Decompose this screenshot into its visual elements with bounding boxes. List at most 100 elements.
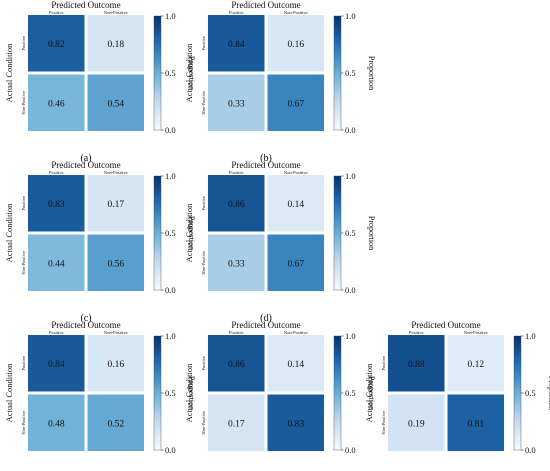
y-axis-title: Actual Condition [4, 203, 14, 263]
cell-value-label: 0.56 [107, 259, 124, 269]
row-label: Non-Positive [21, 411, 26, 435]
cell-value-label: 0.48 [48, 419, 65, 429]
cell-value-label: 0.14 [287, 360, 304, 370]
column-label: Positive [229, 170, 244, 175]
heatmap-cell [208, 234, 265, 291]
cell-value-label: 0.17 [228, 419, 245, 429]
cell-value-label: 0.52 [107, 419, 124, 429]
colorbar-tick-label: 0.5 [345, 388, 356, 398]
colorbar-tick-label: 1.0 [165, 331, 176, 341]
heatmap-cell [267, 234, 324, 291]
colorbar-tick-label: 0.0 [525, 445, 536, 455]
heatmap-cell [447, 394, 504, 451]
y-axis-title: Actual Condition [184, 363, 194, 423]
heatmap-cell [388, 394, 445, 451]
heatmap-cell [87, 175, 144, 232]
cell-value-label: 0.18 [107, 40, 124, 50]
colorbar [153, 175, 162, 291]
colorbar [333, 15, 342, 131]
cell-value-label: 0.67 [287, 99, 304, 109]
colorbar-tick-label: 1.0 [345, 11, 356, 21]
column-label: Positive [49, 170, 64, 175]
panel-label: (c) [80, 313, 91, 324]
cell-value-label: 0.16 [287, 40, 304, 50]
panel-title: Predicted Outcome [231, 160, 300, 170]
colorbar-label: Proportion [187, 216, 196, 250]
heatmap-cell [208, 394, 265, 451]
column-label: Positive [229, 10, 244, 15]
column-label: Non-Positive [284, 10, 308, 15]
y-axis-title: Actual Condition [184, 43, 194, 103]
cell-value-label: 0.84 [228, 40, 245, 50]
heatmap-cell [208, 15, 265, 72]
heatmap-cell [28, 175, 85, 232]
heatmap-cell [388, 335, 445, 392]
cell-value-label: 0.46 [48, 99, 65, 109]
column-label: Positive [229, 330, 244, 335]
y-axis-title: Actual Condition [364, 363, 374, 423]
cell-value-label: 0.12 [467, 360, 484, 370]
column-label: Non-Positive [104, 330, 128, 335]
panel-6: Predicted Outcome Positive Non-Positive Act… [364, 320, 550, 455]
colorbar-label: Proportion [547, 376, 550, 410]
colorbar-tick-label: 0.5 [525, 388, 536, 398]
colorbar [513, 335, 522, 451]
row-label: Positive [381, 356, 386, 371]
colorbar-tick-label: 0.0 [345, 125, 356, 135]
row-label: Positive [21, 196, 26, 211]
heatmap-cell [87, 15, 144, 72]
cell-value-label: 0.67 [287, 259, 304, 269]
colorbar-tick-label: 0.5 [165, 68, 176, 78]
heatmap-cell [267, 15, 324, 72]
colorbar-tick-label: 0.5 [165, 388, 176, 398]
column-label: Non-Positive [464, 330, 488, 335]
colorbar-label: Proportion [367, 56, 376, 90]
colorbar-tick-label: 0.0 [345, 445, 356, 455]
cell-value-label: 0.33 [228, 99, 245, 109]
row-label: Non-Positive [201, 411, 206, 435]
cell-value-label: 0.83 [48, 200, 65, 210]
colorbar-label: Proportion [187, 56, 196, 90]
cell-value-label: 0.17 [107, 200, 124, 210]
row-label: Positive [21, 356, 26, 371]
heatmap-cell [28, 335, 85, 392]
heatmap-cell [447, 335, 504, 392]
y-axis-title: Actual Condition [4, 363, 14, 423]
colorbar-tick-label: 1.0 [525, 331, 536, 341]
cell-value-label: 0.86 [228, 360, 245, 370]
cell-value-label: 0.83 [287, 419, 304, 429]
column-label: Positive [49, 10, 64, 15]
heatmap-cell [28, 74, 85, 131]
panel-title: Predicted Outcome [51, 160, 120, 170]
row-label: Non-Positive [21, 91, 26, 115]
heatmap-cell [208, 175, 265, 232]
column-label: Non-Positive [284, 170, 308, 175]
cell-value-label: 0.82 [48, 40, 65, 50]
panel-label: (b) [260, 153, 272, 164]
colorbar-tick-label: 0.5 [345, 68, 356, 78]
colorbar [333, 335, 342, 451]
row-label: Non-Positive [201, 251, 206, 275]
colorbar-tick-label: 0.0 [165, 285, 176, 295]
colorbar-tick-label: 0.0 [165, 445, 176, 455]
colorbar-label: Proportion [367, 216, 376, 250]
row-label: Non-Positive [381, 411, 386, 435]
cell-value-label: 0.19 [408, 419, 425, 429]
cell-value-label: 0.86 [228, 200, 245, 210]
colorbar [153, 335, 162, 451]
row-label: Positive [21, 36, 26, 51]
column-label: Positive [49, 330, 64, 335]
heatmap-cell [87, 335, 144, 392]
column-label: Non-Positive [284, 330, 308, 335]
cell-value-label: 0.88 [408, 360, 425, 370]
panel-title: Predicted Outcome [411, 320, 480, 330]
heatmap-cell [28, 15, 85, 72]
panel-title: Predicted Outcome [51, 0, 120, 10]
heatmap-cell [208, 74, 265, 131]
